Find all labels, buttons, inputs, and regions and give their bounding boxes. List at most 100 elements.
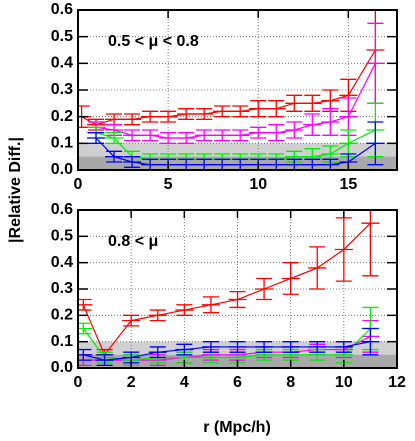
x-tick-label: 12 bbox=[388, 374, 406, 391]
error-bar bbox=[177, 132, 196, 144]
error-bar bbox=[177, 108, 196, 120]
error-bar bbox=[87, 132, 106, 144]
error-bar bbox=[159, 132, 178, 144]
series-line bbox=[95, 129, 376, 160]
x-tick-label: 2 bbox=[127, 374, 136, 391]
error-bar bbox=[78, 322, 93, 335]
x-tick-label: 4 bbox=[180, 374, 189, 391]
y-tick-label: 0.2 bbox=[51, 108, 73, 125]
error-bar bbox=[105, 113, 124, 126]
error-bar bbox=[281, 341, 300, 353]
x-tick-label: 0 bbox=[74, 374, 83, 391]
y-axis-label: |Relative Diff.| bbox=[7, 137, 24, 243]
error-bar bbox=[213, 158, 232, 170]
error-bar bbox=[141, 110, 160, 123]
y-tick-label: 0.5 bbox=[51, 228, 73, 245]
error-bar bbox=[228, 341, 247, 353]
x-tick-label: 15 bbox=[339, 176, 357, 193]
error-bar bbox=[123, 113, 142, 126]
y-tick-label: 0.1 bbox=[51, 135, 73, 152]
error-bar bbox=[334, 341, 353, 353]
error-bar bbox=[148, 346, 167, 359]
x-tick-label: 0 bbox=[74, 176, 83, 193]
plot-area bbox=[78, 210, 397, 368]
error-bar bbox=[303, 94, 322, 112]
error-bar bbox=[122, 314, 141, 327]
error-bar bbox=[285, 121, 304, 139]
annotation: 0.5 < μ < 0.8 bbox=[108, 33, 199, 50]
error-bar bbox=[255, 348, 274, 361]
error-bar bbox=[255, 277, 274, 301]
error-bar bbox=[267, 100, 286, 118]
error-bar bbox=[105, 150, 124, 163]
error-bar bbox=[141, 129, 160, 142]
error-bar bbox=[123, 156, 142, 168]
error-bar bbox=[361, 327, 380, 356]
x-axis-label: r (Mpc/h) bbox=[203, 419, 271, 436]
error-bar bbox=[281, 262, 300, 295]
error-bar bbox=[285, 158, 304, 170]
plot-area bbox=[78, 10, 397, 170]
x-tick-label: 10 bbox=[249, 176, 267, 193]
error-bar bbox=[105, 132, 124, 144]
error-bar bbox=[78, 348, 93, 361]
error-bar bbox=[201, 341, 220, 353]
error-bar bbox=[123, 129, 142, 142]
error-bar bbox=[195, 129, 214, 142]
error-bar bbox=[308, 348, 327, 361]
y-tick-label: 0.3 bbox=[51, 280, 73, 297]
error-bar bbox=[366, 22, 385, 104]
error-bar bbox=[366, 121, 385, 166]
error-bar bbox=[231, 129, 250, 142]
band bbox=[78, 156, 397, 170]
y-tick-label: 0.6 bbox=[51, 201, 73, 218]
y-tick-label: 0.4 bbox=[51, 55, 73, 72]
error-bar bbox=[213, 105, 232, 118]
series-line bbox=[95, 137, 376, 166]
error-bar bbox=[195, 108, 214, 120]
error-bar bbox=[321, 108, 340, 136]
error-bar bbox=[303, 113, 322, 136]
y-tick-label: 0.3 bbox=[51, 81, 73, 98]
error-bar bbox=[95, 354, 114, 367]
y-tick-label: 0.4 bbox=[51, 254, 73, 271]
error-bar bbox=[78, 298, 93, 311]
error-bar bbox=[175, 304, 194, 316]
error-bar bbox=[231, 158, 250, 170]
y-tick-label: 0.0 bbox=[51, 359, 73, 376]
error-bar bbox=[195, 158, 214, 170]
error-bar bbox=[249, 126, 268, 139]
error-bar bbox=[213, 129, 232, 142]
y-tick-label: 0.6 bbox=[51, 1, 73, 18]
error-bar bbox=[249, 100, 268, 118]
error-bar bbox=[255, 341, 274, 353]
x-tick-label: 8 bbox=[286, 374, 295, 391]
error-bar bbox=[267, 158, 286, 170]
y-tick-label: 0.2 bbox=[51, 307, 73, 324]
x-tick-label: 6 bbox=[233, 374, 242, 391]
error-bar bbox=[201, 296, 220, 314]
error-bar bbox=[361, 210, 380, 277]
error-bar bbox=[334, 217, 353, 282]
series-line bbox=[95, 63, 376, 139]
error-bar bbox=[321, 158, 340, 170]
annotation: 0.8 < μ bbox=[108, 233, 158, 250]
error-bar bbox=[231, 105, 250, 118]
y-tick-label: 0.0 bbox=[51, 161, 73, 178]
y-tick-label: 0.5 bbox=[51, 28, 73, 45]
error-bar bbox=[308, 246, 327, 290]
error-bar bbox=[141, 158, 160, 170]
error-bar bbox=[228, 290, 247, 309]
x-tick-label: 10 bbox=[335, 374, 353, 391]
error-bar bbox=[201, 351, 220, 364]
error-bar bbox=[175, 343, 194, 356]
error-bar bbox=[285, 94, 304, 112]
error-bar bbox=[308, 341, 327, 353]
error-bar bbox=[177, 158, 196, 170]
error-bar bbox=[148, 309, 167, 322]
x-tick-label: 5 bbox=[164, 176, 173, 193]
y-tick-label: 0.1 bbox=[51, 333, 73, 350]
error-bar bbox=[303, 158, 322, 170]
error-bar bbox=[267, 124, 286, 142]
